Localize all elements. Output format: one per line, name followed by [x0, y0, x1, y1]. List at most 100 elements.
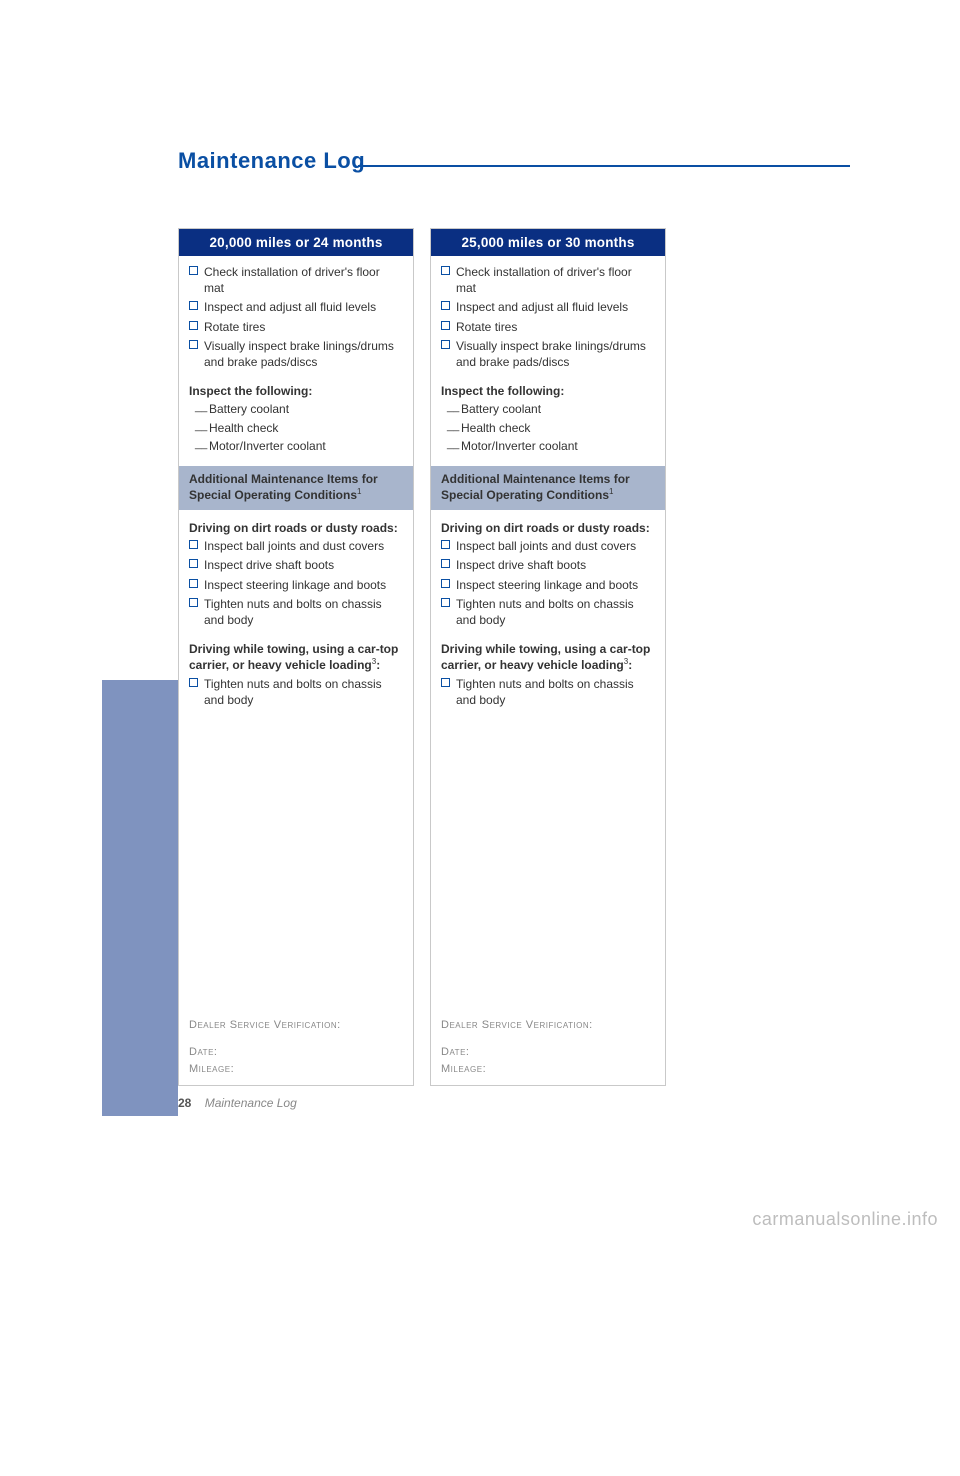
band-line2: Special Operating Conditions — [441, 488, 609, 502]
card-header: 25,000 miles or 30 months — [431, 229, 665, 256]
check-item-label: Inspect and adjust all fluid levels — [204, 300, 376, 314]
checkbox-icon[interactable] — [189, 321, 198, 330]
check-item-label: Inspect ball joints and dust covers — [456, 539, 636, 553]
check-item: Tighten nuts and bolts on chassis and bo… — [189, 676, 403, 708]
date-label: Date: — [189, 1045, 403, 1060]
tow-heading-l2: carrier, or heavy vehicle loading — [441, 658, 624, 672]
checkbox-icon[interactable] — [189, 266, 198, 275]
checkbox-icon[interactable] — [189, 540, 198, 549]
tow-heading-l1: Driving while towing, using a car-top — [441, 642, 650, 656]
additional-band: Additional Maintenance Items for Special… — [179, 466, 413, 510]
check-item-label: Inspect ball joints and dust covers — [204, 539, 384, 553]
check-item-label: Inspect drive shaft boots — [456, 558, 586, 572]
check-item: Inspect and adjust all fluid levels — [189, 299, 403, 315]
check-item-label: Visually inspect brake linings/drums and… — [204, 339, 394, 369]
checkbox-icon[interactable] — [189, 340, 198, 349]
service-card-20000: 20,000 miles or 24 months Check installa… — [178, 228, 414, 1086]
checkbox-icon[interactable] — [189, 301, 198, 310]
additional-band: Additional Maintenance Items for Special… — [431, 466, 665, 510]
check-item: Check installation of driver's floor mat — [189, 264, 403, 296]
columns: 20,000 miles or 24 months Check installa… — [178, 228, 666, 1086]
checkbox-icon[interactable] — [441, 301, 450, 310]
card-body: Check installation of driver's floor mat… — [431, 256, 665, 1085]
tow-sup: 3 — [372, 657, 376, 666]
checkbox-icon[interactable] — [441, 340, 450, 349]
check-item: Rotate tires — [441, 319, 655, 335]
tow-heading: Driving while towing, using a car-top ca… — [189, 641, 403, 673]
check-item-label: Inspect drive shaft boots — [204, 558, 334, 572]
tow-heading: Driving while towing, using a car-top ca… — [441, 641, 655, 673]
check-item: Inspect ball joints and dust covers — [441, 538, 655, 554]
check-item-label: Tighten nuts and bolts on chassis and bo… — [204, 677, 382, 707]
inspect-list: Battery coolant Health check Motor/Inver… — [441, 401, 655, 456]
card-body: Check installation of driver's floor mat… — [179, 256, 413, 1085]
check-item-label: Tighten nuts and bolts on chassis and bo… — [204, 597, 382, 627]
inspect-heading: Inspect the following: — [441, 383, 655, 399]
tow-heading-l2: carrier, or heavy vehicle loading — [189, 658, 372, 672]
main-check-list: Check installation of driver's floor mat… — [441, 264, 655, 373]
check-item-label: Check installation of driver's floor mat — [456, 265, 632, 295]
tow-check-list: Tighten nuts and bolts on chassis and bo… — [441, 676, 655, 711]
band-sup: 1 — [357, 487, 361, 496]
checkbox-icon[interactable] — [441, 598, 450, 607]
page-footer: 28 Maintenance Log — [178, 1096, 297, 1110]
checkbox-icon[interactable] — [189, 678, 198, 687]
check-item: Tighten nuts and bolts on chassis and bo… — [441, 676, 655, 708]
check-item-label: Inspect steering linkage and boots — [204, 578, 386, 592]
tow-check-list: Tighten nuts and bolts on chassis and bo… — [189, 676, 403, 711]
main-check-list: Check installation of driver's floor mat… — [189, 264, 403, 373]
tow-sup: 3 — [624, 657, 628, 666]
check-item: Inspect drive shaft boots — [441, 557, 655, 573]
page-footer-label: Maintenance Log — [205, 1096, 297, 1110]
card-header: 20,000 miles or 24 months — [179, 229, 413, 256]
check-item: Inspect and adjust all fluid levels — [441, 299, 655, 315]
inspect-item: Health check — [189, 420, 403, 436]
dealer-verification-label: Dealer Service Verification: — [189, 1018, 403, 1033]
inspect-heading: Inspect the following: — [189, 383, 403, 399]
check-item-label: Visually inspect brake linings/drums and… — [456, 339, 646, 369]
inspect-item: Battery coolant — [189, 401, 403, 417]
checkbox-icon[interactable] — [441, 559, 450, 568]
checkbox-icon[interactable] — [441, 579, 450, 588]
checkbox-icon[interactable] — [441, 678, 450, 687]
card-footer: Dealer Service Verification: Date: Milea… — [441, 1018, 655, 1079]
band-line2: Special Operating Conditions — [189, 488, 357, 502]
dirt-check-list: Inspect ball joints and dust covers Insp… — [189, 538, 403, 631]
checkbox-icon[interactable] — [189, 598, 198, 607]
dirt-check-list: Inspect ball joints and dust covers Insp… — [441, 538, 655, 631]
check-item: Tighten nuts and bolts on chassis and bo… — [441, 596, 655, 628]
inspect-item: Battery coolant — [441, 401, 655, 417]
side-tab: MAINTENANCE — [102, 680, 178, 1116]
check-item: Visually inspect brake linings/drums and… — [441, 338, 655, 370]
checkbox-icon[interactable] — [441, 540, 450, 549]
side-tab-label: MAINTENANCE — [102, 1040, 178, 1476]
watermark: carmanualsonline.info — [752, 1209, 938, 1230]
checkbox-icon[interactable] — [441, 321, 450, 330]
page: Maintenance Log 20,000 miles or 24 month… — [0, 0, 960, 1242]
band-line1: Additional Maintenance Items for — [189, 472, 378, 486]
check-item-label: Check installation of driver's floor mat — [204, 265, 380, 295]
service-card-25000: 25,000 miles or 30 months Check installa… — [430, 228, 666, 1086]
check-item: Inspect drive shaft boots — [189, 557, 403, 573]
band-line1: Additional Maintenance Items for — [441, 472, 630, 486]
card-footer: Dealer Service Verification: Date: Milea… — [189, 1018, 403, 1079]
check-item: Check installation of driver's floor mat — [441, 264, 655, 296]
checkbox-icon[interactable] — [189, 559, 198, 568]
check-item: Tighten nuts and bolts on chassis and bo… — [189, 596, 403, 628]
check-item-label: Tighten nuts and bolts on chassis and bo… — [456, 677, 634, 707]
dirt-heading: Driving on dirt roads or dusty roads: — [189, 520, 403, 536]
check-item: Rotate tires — [189, 319, 403, 335]
mileage-label: Mileage: — [441, 1062, 655, 1077]
check-item-label: Inspect steering linkage and boots — [456, 578, 638, 592]
page-number: 28 — [178, 1096, 191, 1110]
tow-heading-l1: Driving while towing, using a car-top — [189, 642, 398, 656]
check-item: Visually inspect brake linings/drums and… — [189, 338, 403, 370]
date-label: Date: — [441, 1045, 655, 1060]
check-item: Inspect steering linkage and boots — [441, 577, 655, 593]
check-item-label: Rotate tires — [204, 320, 265, 334]
checkbox-icon[interactable] — [441, 266, 450, 275]
inspect-item: Motor/Inverter coolant — [441, 438, 655, 454]
checkbox-icon[interactable] — [189, 579, 198, 588]
band-sup: 1 — [609, 487, 613, 496]
inspect-list: Battery coolant Health check Motor/Inver… — [189, 401, 403, 456]
